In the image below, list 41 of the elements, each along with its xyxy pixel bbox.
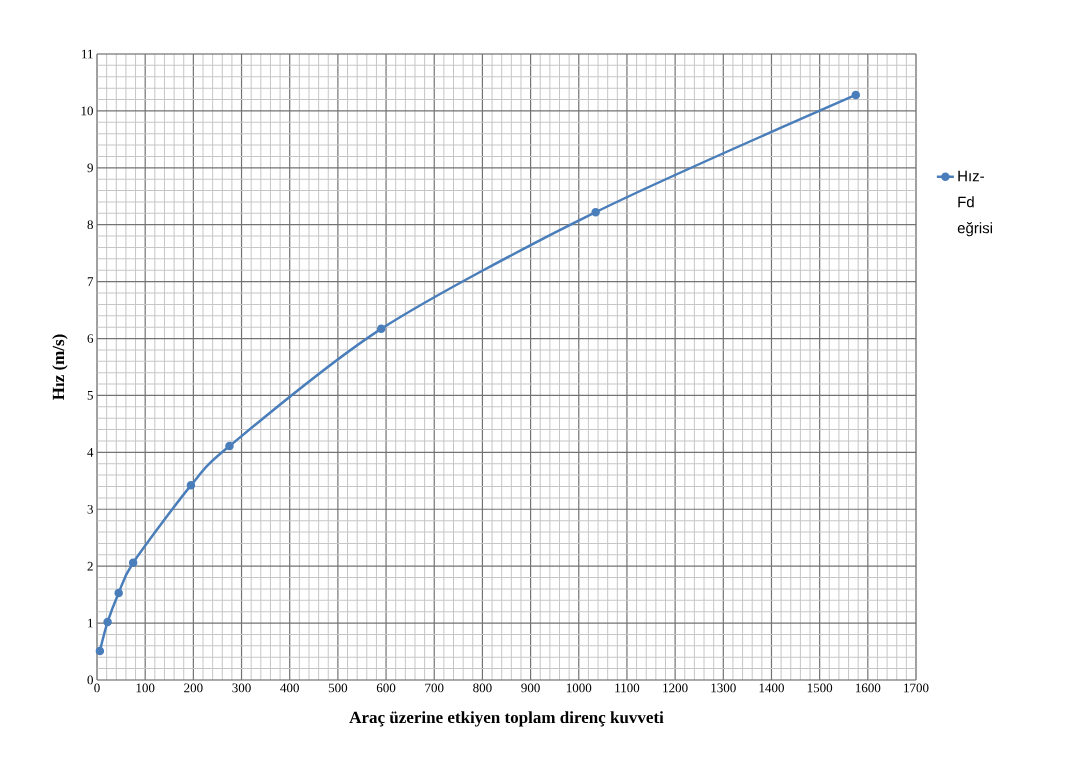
y-tick-label: 11 bbox=[82, 49, 93, 59]
point bbox=[128, 558, 138, 567]
point bbox=[225, 441, 234, 451]
x-tick-label: 1700 bbox=[904, 683, 929, 693]
x-tick-label: 300 bbox=[232, 683, 251, 693]
x-tick-label: 500 bbox=[328, 683, 348, 693]
x-tick-label: 1600 bbox=[855, 683, 881, 693]
point bbox=[591, 207, 600, 217]
y-tick-label: 2 bbox=[87, 561, 93, 571]
point bbox=[114, 588, 123, 598]
x-tick-label: 400 bbox=[280, 683, 299, 693]
point bbox=[103, 617, 112, 627]
x-tick-label: 1300 bbox=[711, 683, 736, 693]
x-tick-label: 800 bbox=[473, 683, 492, 693]
y-tick-label: 10 bbox=[81, 106, 93, 116]
x-tick-label: 900 bbox=[521, 683, 540, 693]
legend-label: Hız-Fd eğrisi bbox=[957, 170, 992, 237]
y-tick-label: 5 bbox=[87, 391, 93, 400]
y-tick-label: 8 bbox=[87, 220, 93, 230]
point bbox=[95, 646, 105, 656]
point bbox=[377, 324, 386, 334]
x-tick-label: 1400 bbox=[759, 683, 784, 693]
y-tick-label: 9 bbox=[87, 163, 93, 173]
y-tick-label: 1 bbox=[88, 618, 93, 628]
x-tick-label: 1500 bbox=[807, 683, 833, 693]
point bbox=[851, 90, 861, 100]
x-tick-label: 100 bbox=[136, 683, 155, 693]
x-tick-label: 600 bbox=[376, 683, 396, 693]
x-tick-label: 700 bbox=[425, 683, 444, 693]
x-tick-label: 1000 bbox=[566, 683, 592, 693]
x-tick-label: 1200 bbox=[663, 683, 688, 693]
point bbox=[186, 481, 196, 490]
y-tick-label: 4 bbox=[87, 448, 94, 457]
x-axis-title: Araç üzerine etkiyen toplam direnç kuvveti bbox=[349, 711, 664, 727]
x-tick-label: 1100 bbox=[615, 683, 640, 693]
y-tick-label: 7 bbox=[87, 277, 94, 286]
y-axis-title: Hız (m/s) bbox=[52, 334, 68, 400]
x-tick-label: 200 bbox=[184, 683, 203, 693]
y-tick-label: 6 bbox=[87, 334, 94, 343]
y-tick-label: 0 bbox=[87, 675, 93, 685]
y-tick-label: 3 bbox=[87, 504, 93, 514]
